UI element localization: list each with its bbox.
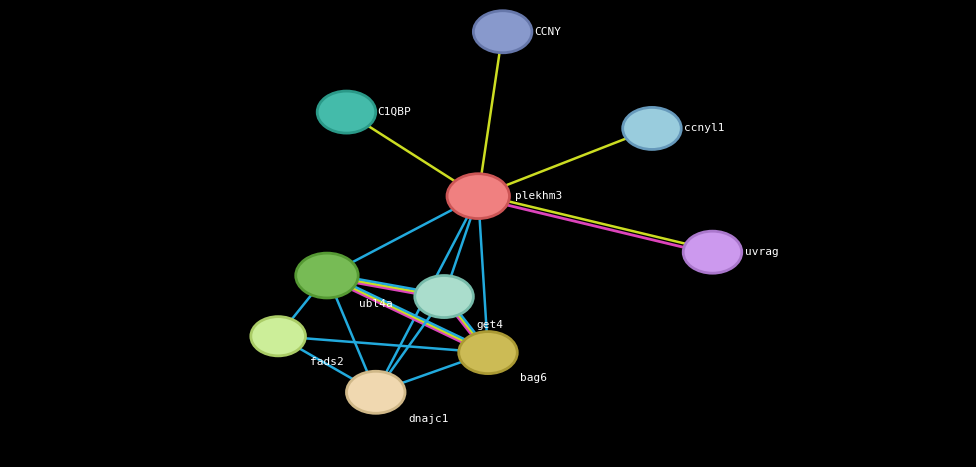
Text: bag6: bag6 (520, 373, 548, 383)
Text: fads2: fads2 (310, 357, 345, 367)
Ellipse shape (296, 253, 358, 298)
Ellipse shape (251, 317, 305, 356)
Text: uvrag: uvrag (745, 247, 779, 257)
Text: plekhm3: plekhm3 (515, 191, 562, 201)
Ellipse shape (683, 231, 742, 273)
Ellipse shape (473, 11, 532, 53)
Text: C1QBP: C1QBP (378, 107, 412, 117)
Ellipse shape (346, 371, 405, 413)
Ellipse shape (317, 91, 376, 133)
Text: ubl4a: ubl4a (359, 298, 393, 309)
Text: CCNY: CCNY (534, 27, 561, 37)
Ellipse shape (447, 174, 509, 219)
Ellipse shape (415, 276, 473, 318)
Text: ccnyl1: ccnyl1 (684, 123, 724, 134)
Ellipse shape (623, 107, 681, 149)
Text: dnajc1: dnajc1 (408, 414, 448, 425)
Ellipse shape (459, 332, 517, 374)
Text: get4: get4 (476, 319, 504, 330)
